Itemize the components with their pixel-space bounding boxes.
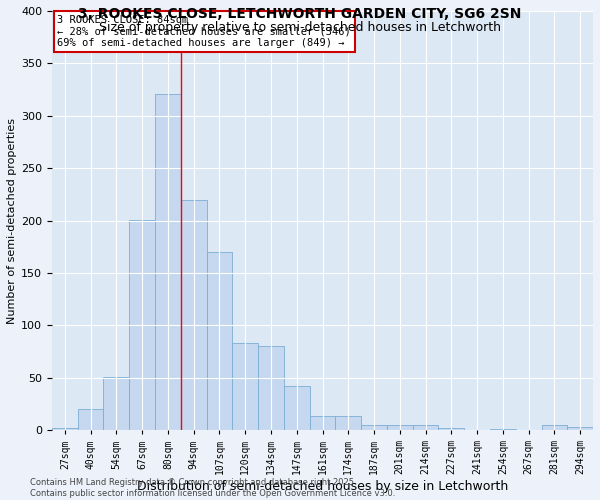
Bar: [78, 410, 103, 430]
Bar: [310, 416, 335, 430]
Y-axis label: Number of semi-detached properties: Number of semi-detached properties: [7, 118, 17, 324]
Bar: [129, 220, 155, 430]
Bar: [413, 425, 439, 430]
Bar: [542, 425, 567, 430]
Bar: [439, 428, 464, 430]
Bar: [206, 252, 232, 430]
Text: Contains HM Land Registry data © Crown copyright and database right 2025.
Contai: Contains HM Land Registry data © Crown c…: [30, 478, 395, 498]
Text: Size of property relative to semi-detached houses in Letchworth: Size of property relative to semi-detach…: [99, 21, 501, 34]
Bar: [181, 200, 206, 430]
Bar: [284, 386, 310, 430]
Bar: [232, 343, 258, 430]
Bar: [258, 346, 284, 430]
Text: 3 ROOKES CLOSE: 84sqm
← 28% of semi-detached houses are smaller (346)
69% of sem: 3 ROOKES CLOSE: 84sqm ← 28% of semi-deta…: [58, 15, 351, 48]
Bar: [155, 94, 181, 430]
X-axis label: Distribution of semi-detached houses by size in Letchworth: Distribution of semi-detached houses by …: [137, 480, 508, 493]
Bar: [103, 377, 129, 430]
Bar: [335, 416, 361, 430]
Bar: [490, 429, 516, 430]
Bar: [387, 425, 413, 430]
Bar: [361, 425, 387, 430]
Text: 3, ROOKES CLOSE, LETCHWORTH GARDEN CITY, SG6 2SN: 3, ROOKES CLOSE, LETCHWORTH GARDEN CITY,…: [79, 8, 521, 22]
Bar: [567, 427, 593, 430]
Bar: [52, 428, 78, 430]
